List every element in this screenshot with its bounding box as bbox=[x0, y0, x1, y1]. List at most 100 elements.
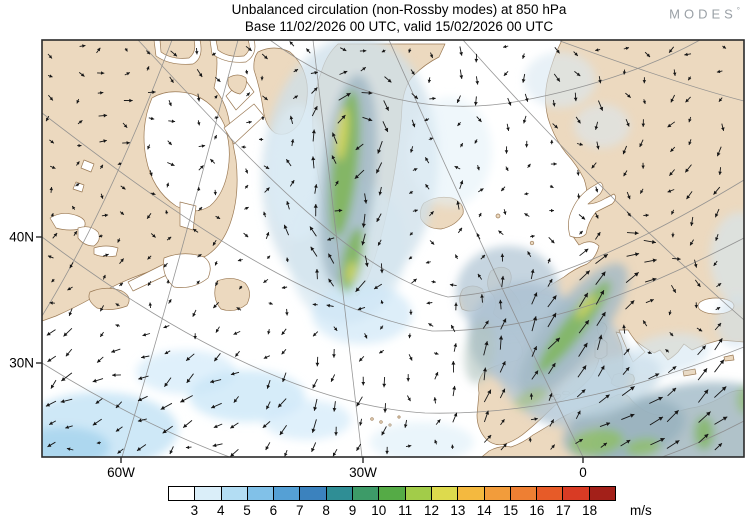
wind-arrow-head bbox=[180, 398, 185, 403]
wind-arrow-head bbox=[313, 106, 318, 111]
wind-arrow-head bbox=[530, 269, 535, 273]
wind-arrow-head bbox=[73, 231, 77, 235]
wind-arrow-head bbox=[630, 300, 635, 305]
wind-arrow-head bbox=[376, 217, 380, 222]
wind-arrow-head bbox=[459, 143, 463, 147]
wind-arrow-head bbox=[334, 327, 338, 331]
wind-arrow-head bbox=[49, 96, 53, 101]
wind-arrow-head bbox=[362, 67, 366, 71]
wind-arrow-head bbox=[210, 159, 214, 163]
wind-arrow-head bbox=[625, 367, 630, 372]
wind-arrow-head bbox=[335, 180, 339, 185]
wind-arrow-head bbox=[342, 47, 347, 51]
wind-arrow-head bbox=[645, 213, 649, 217]
wind-arrow-head bbox=[111, 349, 116, 353]
wind-arrow-head bbox=[671, 234, 675, 238]
wind-arrow-head bbox=[411, 123, 416, 128]
wind-arrow-head bbox=[425, 184, 429, 188]
wind-arrow-head bbox=[652, 258, 657, 263]
wind-arrow-head bbox=[294, 95, 298, 99]
wind-arrow-head bbox=[361, 223, 366, 228]
wind-arrow-head bbox=[235, 353, 239, 357]
wind-arrow-head bbox=[414, 168, 418, 172]
lake-superior bbox=[49, 213, 86, 231]
island-arctic-west bbox=[159, 40, 196, 59]
colorbar-tick-label: 9 bbox=[348, 503, 357, 516]
wind-arrow-head bbox=[584, 248, 589, 253]
wind-arrow-head bbox=[646, 53, 650, 57]
wind-arrow-head bbox=[674, 410, 679, 415]
wind-arrow-head bbox=[630, 413, 635, 418]
wind-arrow-head bbox=[722, 45, 726, 49]
wind-arrow-head bbox=[312, 303, 316, 307]
colorbar-cell bbox=[536, 487, 563, 500]
wind-arrow-head bbox=[124, 48, 128, 52]
wind-arrow-head bbox=[49, 301, 53, 305]
wind-arrow-head bbox=[498, 230, 502, 234]
wind-arrow-head bbox=[376, 169, 380, 174]
wind-arrow-head bbox=[237, 258, 242, 262]
wind-arrow-head bbox=[669, 332, 674, 337]
wind-arrow-head bbox=[487, 389, 491, 394]
wind-arrow-head bbox=[591, 164, 595, 169]
wind-arrow-head bbox=[579, 439, 583, 443]
wind-arrow-head bbox=[600, 365, 605, 370]
wind-arrow-head bbox=[668, 311, 672, 316]
modes-logo-mark: ° bbox=[736, 6, 740, 15]
wind-arrow-head bbox=[216, 215, 221, 219]
wind-arrow-head bbox=[76, 183, 80, 187]
wind-arrow-head bbox=[380, 300, 384, 304]
wind-arrow-head bbox=[214, 357, 218, 362]
wind-arrow-head bbox=[408, 49, 412, 53]
shading-blob bbox=[570, 428, 624, 456]
wind-arrow-head bbox=[244, 185, 249, 189]
wind-arrow-head bbox=[688, 76, 692, 81]
wind-arrow-head bbox=[248, 47, 252, 51]
island-azores bbox=[397, 415, 401, 419]
wind-arrow-head bbox=[413, 278, 417, 283]
wind-arrow-head bbox=[201, 144, 206, 148]
wind-arrow-head bbox=[690, 222, 694, 226]
wind-arrow-head bbox=[581, 389, 586, 394]
wind-arrow-head bbox=[522, 55, 526, 59]
colorbar-cell bbox=[169, 487, 195, 500]
wind-arrow-head bbox=[579, 142, 583, 146]
wind-arrow-head bbox=[574, 52, 578, 56]
wind-arrow-head bbox=[595, 188, 599, 193]
title-line-2: Base 11/02/2026 00 UTC, valid 15/02/2026… bbox=[244, 18, 554, 34]
wind-arrow-head bbox=[553, 162, 557, 166]
wind-arrow-head bbox=[104, 213, 109, 218]
wind-arrow-head bbox=[115, 428, 120, 432]
wind-arrow-head bbox=[47, 358, 52, 362]
wind-arrow-head bbox=[459, 180, 464, 185]
wind-arrow-head bbox=[527, 163, 531, 168]
wind-arrow-head bbox=[149, 172, 153, 176]
wind-arrow-head bbox=[48, 255, 52, 259]
wind-arrow-head bbox=[688, 141, 692, 145]
wind-arrow-head bbox=[672, 387, 677, 392]
wind-arrow-head bbox=[531, 234, 535, 239]
wind-arrow-head bbox=[383, 409, 388, 413]
wind-arrow-head bbox=[147, 215, 151, 219]
island-azores bbox=[370, 417, 374, 421]
wind-arrow-head bbox=[427, 79, 432, 83]
wind-arrow-head bbox=[501, 361, 506, 366]
wind-arrow-head bbox=[314, 71, 318, 75]
wind-arrow-head bbox=[693, 263, 698, 268]
wind-arrow-head bbox=[244, 70, 249, 75]
wind-arrow-head bbox=[193, 229, 197, 233]
wind-arrow-head bbox=[381, 431, 386, 436]
wind-arrow-head bbox=[117, 450, 122, 454]
wind-arrow-head bbox=[411, 71, 415, 75]
wind-arrow-head bbox=[378, 191, 383, 196]
colorbar-tick-label: 14 bbox=[476, 503, 492, 516]
lon-label-0: 0 bbox=[579, 465, 587, 480]
wind-arrow-head bbox=[82, 44, 86, 48]
wind-arrow-head bbox=[163, 263, 167, 268]
colorbar-tick-label: 7 bbox=[295, 503, 304, 516]
wind-arrow-head bbox=[525, 98, 529, 102]
colorbar-cell bbox=[404, 487, 431, 500]
island-azores bbox=[379, 420, 383, 424]
colorbar-tick-label: 16 bbox=[529, 503, 545, 516]
